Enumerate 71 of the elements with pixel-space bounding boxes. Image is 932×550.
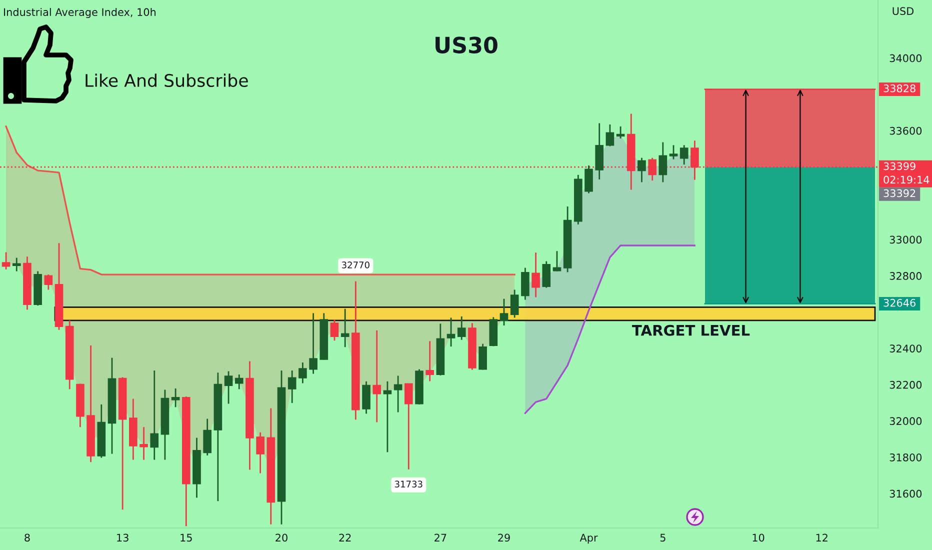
candlestick (552, 250, 562, 272)
candlestick (330, 319, 339, 342)
candlestick (510, 289, 519, 318)
candlestick (203, 418, 212, 456)
line-series (5, 126, 516, 276)
y-tick-label: 34000 (890, 54, 922, 62)
candlestick (404, 383, 413, 470)
x-tick-label: 5 (660, 534, 666, 542)
candlestick (658, 142, 668, 183)
x-tick-label: 27 (434, 534, 446, 542)
y-tick-label: 31800 (890, 453, 922, 462)
candlestick (256, 432, 264, 474)
candlestick (669, 144, 678, 160)
x-tick-label: 20 (276, 534, 288, 542)
y-axis-title: USD (892, 7, 914, 16)
y-tick-label: 33600 (890, 126, 922, 135)
candlestick (648, 157, 656, 182)
candlestick (288, 370, 296, 404)
candlestick (680, 144, 688, 166)
x-tick-label: 13 (117, 534, 128, 542)
text: Industrial Average Index, 10h (4, 8, 156, 18)
y-tick-label: 31600 (890, 490, 922, 498)
x-tick-label: 12 (816, 534, 828, 542)
candlestick (340, 308, 350, 348)
candlestick (457, 316, 466, 341)
y-tick-label: 32200 (890, 380, 922, 389)
y-tick-label: 32400 (890, 344, 922, 352)
candlestick (362, 380, 370, 414)
y-tick-label: 32000 (890, 417, 922, 426)
candlestick (446, 317, 456, 348)
candlestick (150, 370, 159, 460)
candlestick (383, 380, 392, 453)
candlestick (478, 343, 487, 370)
ref-line-label: 33399 02:19:14 (884, 162, 930, 184)
candlestick (638, 157, 646, 183)
text: US30 (436, 36, 498, 54)
x-tick-label: 15 (180, 534, 192, 542)
candlestick (542, 260, 551, 288)
x-tick-label: 29 (498, 534, 510, 542)
x-tick-label: 22 (339, 534, 351, 542)
candlestick (2, 252, 10, 270)
annotation: 31733 (394, 480, 422, 488)
candlestick (298, 362, 307, 384)
candlestick (521, 267, 530, 300)
x-tick-label: Apr (580, 534, 598, 544)
ref-line-label: 32646 (884, 298, 916, 307)
candlestick (606, 124, 614, 147)
candlestick (171, 388, 180, 408)
annotation: 32770 (342, 262, 370, 268)
candlestick (234, 374, 244, 390)
candlestick (394, 375, 402, 413)
candlestick (140, 426, 148, 460)
candlestick (426, 340, 434, 382)
candlestick (309, 312, 318, 374)
candlestick (616, 126, 625, 140)
x-tick-label: 10 (752, 534, 764, 542)
candlestick (44, 274, 53, 290)
candlestick (224, 370, 233, 404)
candlestick (584, 164, 593, 194)
candlestick (500, 298, 508, 326)
candlestick (532, 252, 540, 298)
candlestick (372, 330, 382, 423)
y-tick-label: 32800 (890, 272, 922, 280)
candlestick (12, 257, 21, 272)
x-tick-label: 8 (24, 534, 30, 542)
band-label: TARGET LEVEL (632, 324, 750, 336)
y-tick-label: 33000 (890, 236, 922, 244)
text: 33392 (884, 189, 916, 198)
annotation: Like And Subscribe (86, 74, 248, 88)
ref-line-label: 33828 (884, 84, 916, 92)
line-series (524, 244, 696, 414)
